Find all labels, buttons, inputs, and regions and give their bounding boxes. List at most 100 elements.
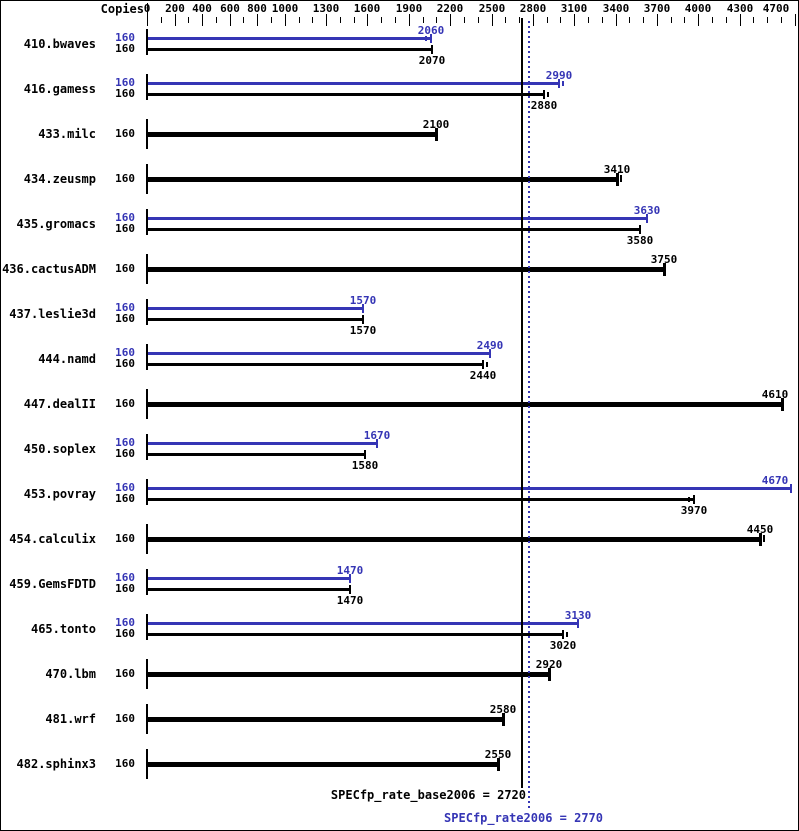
axis-minor-tick [726,17,727,23]
benchmark-label: 436.cactusADM [2,262,96,276]
result-bar-base [148,537,761,542]
bar-end-cap [376,439,378,448]
result-bar-peak [148,217,648,220]
axis-major-tick [698,14,699,26]
result-bar-peak [148,82,560,85]
result-bar-peak [148,622,579,625]
benchmark-label: 433.milc [38,127,96,141]
run-mark [566,632,568,637]
bar-end-cap [482,360,484,369]
axis-baseline-segment [146,749,148,779]
axis-major-tick [175,14,176,26]
benchmark-label: 416.gamess [23,82,96,96]
axis-major-tick [202,14,203,26]
bar-end-cap [543,90,545,99]
axis-tick-label: 1000 [271,2,299,15]
bar-value-label: 3750 [650,253,678,266]
axis-baseline-segment [146,74,148,100]
axis-tick-label: 600 [220,2,240,15]
axis-minor-tick [340,17,341,23]
copies-label: 160 [115,436,135,449]
base-median-line [521,18,523,788]
result-bar-base [148,498,695,501]
axis-tick-label: 2200 [436,2,464,15]
axis-tick-label: 4000 [684,2,712,15]
result-bar-base [148,453,366,456]
copies-label: 160 [115,627,135,640]
result-bar-peak [148,442,378,445]
axis-minor-tick [602,17,603,23]
bar-value-label: 3630 [633,204,661,217]
axis-minor-tick [464,17,465,23]
bar-end-cap [430,34,432,43]
axis-major-tick [285,14,286,26]
axis-tick-label: 0 [143,2,151,15]
axis-major-tick [795,14,796,26]
bar-end-cap [693,495,695,504]
copies-label: 160 [115,172,135,185]
axis-tick-label: 4300 [726,2,754,15]
bar-value-label: 2070 [418,54,446,67]
axis-major-tick [657,14,658,26]
bar-end-cap [362,304,364,313]
copies-label: 160 [115,616,135,629]
bar-value-label: 1570 [349,294,377,307]
benchmark-label: 447.dealII [23,397,96,411]
bar-value-label: 1580 [351,459,379,472]
result-bar-base [148,402,783,407]
axis-minor-tick [781,17,782,23]
axis-minor-tick [381,17,382,23]
copies-column-header: Copies [100,2,144,16]
bar-end-cap [759,533,762,546]
axis-tick-label: 200 [165,2,185,15]
result-bar-base [148,177,618,182]
bar-value-label: 3020 [549,639,577,652]
axis-tick-label: 3100 [560,2,588,15]
bar-value-label: 1570 [349,324,377,337]
axis-minor-tick [684,17,685,23]
axis-tick-label: 1900 [395,2,423,15]
result-bar-base [148,672,550,677]
axis-zero-line [147,3,148,26]
axis-tick-label: 4700 [762,2,790,15]
axis-minor-tick [423,17,424,23]
bar-end-cap [489,349,491,358]
axis-tick-label: 1600 [353,2,381,15]
benchmark-label: 454.calculix [9,532,96,546]
bar-value-label: 3410 [603,163,631,176]
axis-minor-tick [216,17,217,23]
axis-minor-tick [299,17,300,23]
axis-baseline-segment [146,29,148,55]
axis-baseline-segment [146,254,148,284]
copies-label: 160 [115,301,135,314]
result-bar-peak [148,352,491,355]
bar-value-label: 1470 [336,564,364,577]
result-bar-base [148,363,484,366]
bar-end-cap [431,45,433,54]
axis-minor-tick [505,17,506,23]
bar-end-cap [502,713,505,726]
axis-tick-label: 1300 [312,2,340,15]
axis-baseline-segment [146,344,148,370]
bar-end-cap [781,398,784,411]
bar-value-label: 2550 [484,748,512,761]
axis-minor-tick [753,17,754,23]
axis-major-tick [740,14,741,26]
axis-tick-label: 400 [192,2,212,15]
bar-end-cap [364,450,366,459]
bar-value-label: 4450 [746,523,774,536]
axis-baseline-segment [146,524,148,554]
copies-label: 160 [115,312,135,325]
copies-label: 160 [115,397,135,410]
copies-label: 160 [115,357,135,370]
bar-end-cap [577,619,579,628]
benchmark-label: 437.leslie3d [9,307,96,321]
benchmark-label: 444.namd [38,352,96,366]
copies-label: 160 [115,262,135,275]
copies-label: 160 [115,447,135,460]
axis-baseline-segment [146,389,148,419]
run-mark [688,497,690,502]
bar-value-label: 2490 [476,339,504,352]
axis-minor-tick [243,17,244,23]
